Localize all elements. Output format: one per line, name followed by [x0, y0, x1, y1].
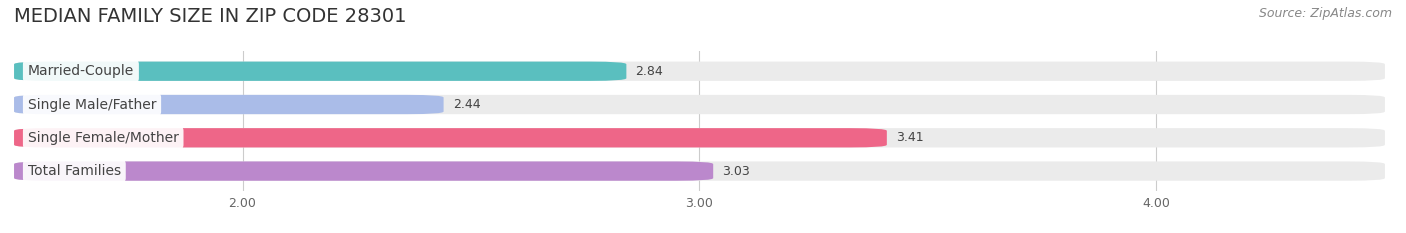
Text: Total Families: Total Families — [28, 164, 121, 178]
FancyBboxPatch shape — [14, 95, 444, 114]
Text: Single Female/Mother: Single Female/Mother — [28, 131, 179, 145]
Text: 3.41: 3.41 — [896, 131, 924, 144]
Text: Source: ZipAtlas.com: Source: ZipAtlas.com — [1258, 7, 1392, 20]
FancyBboxPatch shape — [14, 128, 1385, 147]
FancyBboxPatch shape — [14, 62, 626, 81]
FancyBboxPatch shape — [14, 161, 1385, 181]
Text: 2.84: 2.84 — [636, 65, 664, 78]
Text: Single Male/Father: Single Male/Father — [28, 98, 156, 112]
Text: MEDIAN FAMILY SIZE IN ZIP CODE 28301: MEDIAN FAMILY SIZE IN ZIP CODE 28301 — [14, 7, 406, 26]
FancyBboxPatch shape — [14, 62, 1385, 81]
FancyBboxPatch shape — [14, 95, 1385, 114]
Text: 3.03: 3.03 — [723, 164, 749, 178]
Text: 2.44: 2.44 — [453, 98, 481, 111]
FancyBboxPatch shape — [14, 128, 887, 147]
Text: Married-Couple: Married-Couple — [28, 64, 134, 78]
FancyBboxPatch shape — [14, 161, 713, 181]
